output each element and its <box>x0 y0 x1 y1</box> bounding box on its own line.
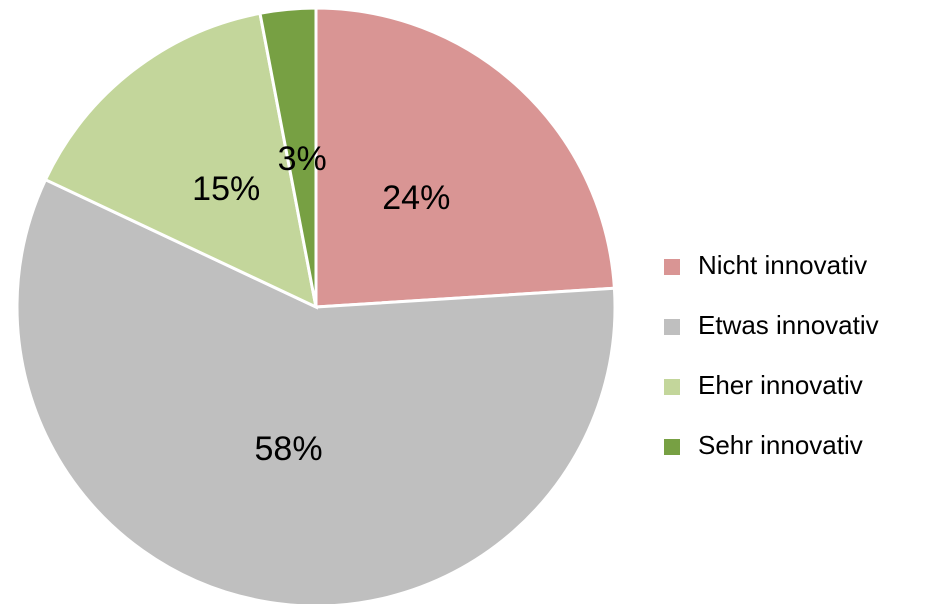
legend-label: Nicht innovativ <box>698 250 867 280</box>
pie-slice <box>43 11 319 310</box>
pie-slice <box>15 177 617 604</box>
legend-swatch <box>664 319 680 335</box>
legend-label: Etwas innovativ <box>698 310 879 340</box>
legend-label: Sehr innovativ <box>698 430 863 460</box>
data-label: 15% <box>192 170 260 208</box>
data-label: 24% <box>382 179 450 217</box>
pie-slice <box>258 6 318 308</box>
legend-label: Eher innovativ <box>698 370 863 400</box>
legend-swatch <box>664 439 680 455</box>
data-label: 58% <box>255 430 323 468</box>
pie-slice <box>314 6 617 309</box>
data-label: 3% <box>278 140 327 178</box>
legend-swatch <box>664 259 680 275</box>
legend-swatch <box>664 379 680 395</box>
